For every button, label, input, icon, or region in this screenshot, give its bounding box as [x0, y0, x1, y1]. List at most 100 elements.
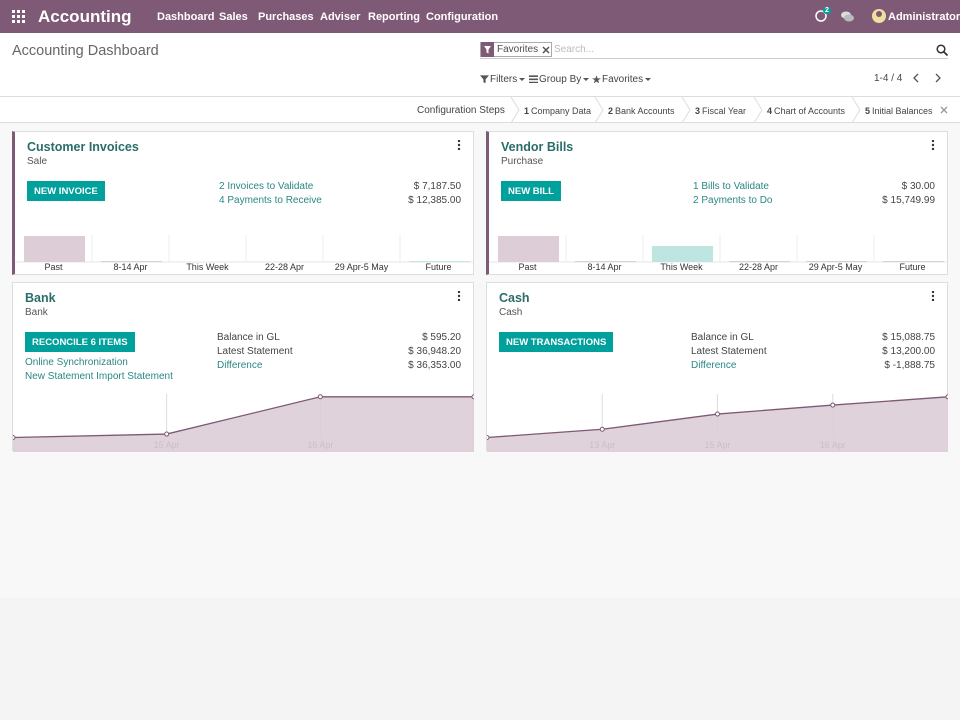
- x-label: This Week: [186, 262, 229, 272]
- menu-item[interactable]: Purchases: [258, 11, 314, 23]
- caret: [645, 77, 652, 81]
- step-number: 3: [695, 106, 701, 116]
- avatar[interactable]: [872, 9, 886, 23]
- step-separator: [681, 97, 691, 123]
- action-link[interactable]: 2 Invoices to Validate: [219, 181, 314, 192]
- balance-label[interactable]: Difference: [691, 360, 737, 371]
- close-icon[interactable]: [940, 106, 948, 114]
- menu-item[interactable]: Reporting: [368, 11, 420, 23]
- chat-icon[interactable]: [841, 11, 854, 22]
- step-label: Bank Accounts: [615, 106, 675, 116]
- bar: [24, 236, 85, 262]
- card-button[interactable]: NEW BILL: [501, 181, 561, 201]
- dashboard-card: Vendor Bills Purchase NEW BILL 1 Bills to V…: [486, 131, 948, 275]
- balance-label: Balance in GL: [217, 332, 280, 343]
- app-name[interactable]: Accounting: [38, 7, 132, 26]
- card-title[interactable]: Cash: [499, 291, 530, 305]
- menu-item[interactable]: Sales: [219, 11, 248, 23]
- balance-amount: $ 13,200.00: [882, 346, 935, 357]
- step-label: Initial Balances: [872, 106, 933, 116]
- dashboard-card: Cash Cash NEW TRANSACTIONS Balance in GL $ 1…: [486, 282, 948, 452]
- point: [945, 394, 948, 400]
- dot: [931, 298, 935, 301]
- config-step[interactable]: 3 Fiscal Year: [695, 106, 746, 116]
- point: [599, 426, 605, 432]
- filter-dropdown[interactable]: Group By: [529, 74, 590, 85]
- dot: [457, 298, 461, 301]
- action-link[interactable]: 4 Payments to Receive: [219, 195, 322, 206]
- card-chart: 15 Apr16 Apr: [13, 394, 474, 452]
- card-menu[interactable]: [457, 291, 461, 301]
- config-step[interactable]: 5 Initial Balances: [865, 106, 933, 116]
- filter-dropdown[interactable]: Filters: [480, 74, 526, 85]
- point: [471, 394, 474, 400]
- pager: 1-4 / 4: [874, 73, 903, 84]
- x-label: 22-28 Apr: [265, 262, 304, 272]
- config-step[interactable]: 2 Bank Accounts: [608, 106, 675, 116]
- pager-arrows[interactable]: [912, 73, 942, 83]
- action-link[interactable]: 1 Bills to Validate: [693, 181, 769, 192]
- card-menu[interactable]: [457, 140, 461, 150]
- action-amount: $ 12,385.00: [408, 195, 461, 206]
- footer-area: [0, 598, 960, 720]
- user-name[interactable]: Administrator: [888, 11, 960, 23]
- facet[interactable]: Favorites: [480, 42, 553, 57]
- chevron: [510, 97, 520, 123]
- dashboard-card: Customer Invoices Sale NEW INVOICE 2 Invoic…: [12, 131, 474, 275]
- card-link[interactable]: Online Synchronization: [25, 357, 128, 368]
- menu-item[interactable]: Adviser: [320, 11, 361, 23]
- config-step[interactable]: 4 Chart of Accounts: [767, 106, 845, 116]
- step-number: 4: [767, 106, 773, 116]
- card-menu[interactable]: [931, 291, 935, 301]
- x-label: Future: [899, 262, 925, 272]
- step-label: Company Data: [531, 106, 592, 116]
- area: [13, 396, 474, 452]
- filter-label: Group By: [539, 74, 582, 85]
- x-label: 22-28 Apr: [739, 262, 778, 272]
- card-title[interactable]: Customer Invoices: [27, 140, 139, 154]
- menu-item[interactable]: Configuration: [426, 11, 499, 23]
- facet-icon: [481, 42, 494, 57]
- card-title[interactable]: Vendor Bills: [501, 140, 574, 154]
- dot: [931, 147, 935, 150]
- card-button[interactable]: NEW TRANSACTIONS: [499, 332, 614, 352]
- facet-remove[interactable]: [541, 45, 551, 55]
- point: [715, 411, 720, 417]
- balance-label[interactable]: Difference: [217, 360, 263, 371]
- dot: [931, 294, 935, 298]
- search-icon[interactable]: [936, 44, 948, 56]
- point: [164, 431, 170, 437]
- balance-label: Latest Statement: [691, 346, 767, 357]
- point: [317, 394, 323, 400]
- config-step[interactable]: 1 Company Data: [524, 106, 591, 116]
- config-label: Configuration Steps: [417, 105, 505, 116]
- balance-amount: $ 36,948.20: [408, 346, 461, 357]
- balance-amount: $ 595.20: [422, 332, 461, 343]
- x-label: Future: [425, 262, 451, 272]
- menu-item[interactable]: Dashboard: [157, 11, 215, 23]
- dot: [931, 291, 935, 294]
- card-chart: Past 8-14 Apr This Week 22-28 Apr 29 Apr-5 M…: [15, 235, 474, 272]
- card-button[interactable]: NEW INVOICE: [27, 181, 105, 201]
- control-panel: Accounting Dashboard Favorites Search...…: [0, 33, 960, 96]
- x-label: 29 Apr-5 May: [809, 262, 863, 272]
- activity-icon[interactable]: [815, 10, 827, 22]
- dot: [931, 140, 935, 143]
- action-link[interactable]: 2 Payments to Do: [693, 195, 773, 206]
- balance-amount: $ -1,888.75: [884, 360, 935, 371]
- card-button[interactable]: RECONCILE 6 ITEMS: [25, 332, 135, 352]
- step-separator: [851, 97, 861, 123]
- card-title[interactable]: Bank: [25, 291, 56, 305]
- card-link[interactable]: New Statement Import Statement: [25, 371, 173, 382]
- breadcrumb: Accounting Dashboard: [12, 43, 159, 59]
- step-label: Chart of Accounts: [774, 106, 846, 116]
- search-bar[interactable]: Favorites Search...: [480, 41, 948, 59]
- apps-icon[interactable]: [12, 10, 25, 23]
- x-label: This Week: [660, 262, 703, 272]
- card-menu[interactable]: [931, 140, 935, 150]
- card-subtitle: Sale: [27, 156, 48, 167]
- point: [487, 435, 490, 441]
- bar: [729, 261, 790, 262]
- filter-dropdown[interactable]: Favorites: [592, 74, 652, 85]
